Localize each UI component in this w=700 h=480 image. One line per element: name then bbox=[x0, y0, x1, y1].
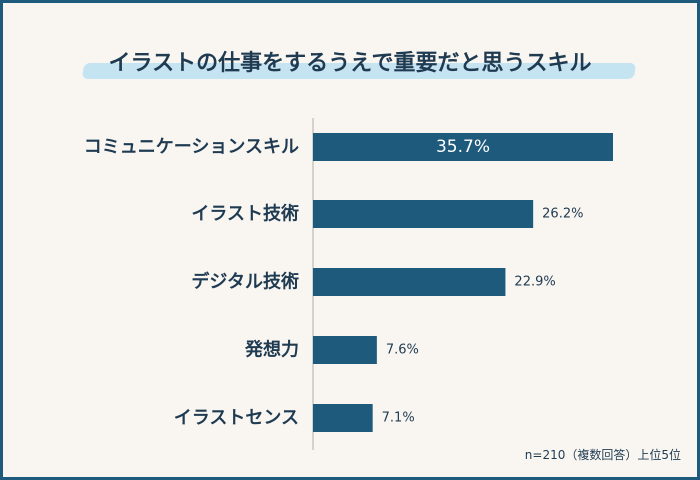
category-label: イラスト技術 bbox=[191, 203, 299, 225]
bar-chart: コミュニケーションスキル 35.7% イラスト技術 26.2% デジタル技術 22.9% 発… bbox=[84, 118, 613, 450]
value-label: 26.2% bbox=[542, 207, 583, 222]
chart-title: イラストの仕事をするうえで重要だと思うスキル bbox=[108, 51, 592, 76]
category-label: デジタル技術 bbox=[191, 271, 299, 293]
sample-note: n=210（複数回答）上位5位 bbox=[524, 448, 681, 462]
bar bbox=[313, 268, 506, 296]
value-label: 7.1% bbox=[382, 411, 415, 426]
category-label: イラストセンス bbox=[174, 408, 299, 429]
bar bbox=[313, 404, 373, 432]
value-label: 22.9% bbox=[514, 275, 555, 290]
value-label: 7.6% bbox=[386, 343, 419, 358]
category-label: 発想力 bbox=[244, 339, 299, 361]
bar bbox=[313, 200, 534, 228]
value-label: 35.7% bbox=[436, 137, 490, 157]
bar bbox=[313, 133, 613, 161]
bar bbox=[313, 336, 377, 364]
title-area: イラストの仕事をするうえで重要だと思うスキル bbox=[3, 39, 697, 89]
category-label: コミュニケーションスキル bbox=[84, 137, 299, 158]
